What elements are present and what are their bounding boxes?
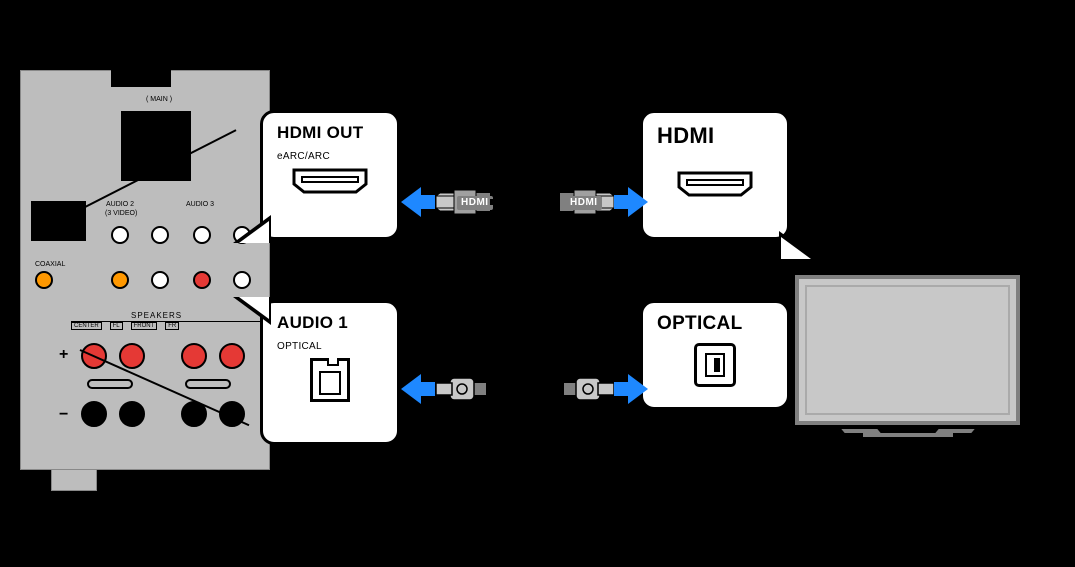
rca-orange-1 [111, 271, 129, 289]
audio2-label: AUDIO 2 [106, 201, 134, 208]
hdmi-port-icon [292, 168, 368, 194]
hdmi-port-icon [677, 171, 753, 197]
callout-hdmi-out: HDMI OUT eARC/ARC [260, 110, 400, 240]
rca-white-1 [111, 226, 129, 244]
optical-plug-left [436, 378, 486, 400]
receiver-foot [51, 469, 97, 491]
hdmi-cable [490, 199, 562, 205]
callout-tv-optical: OPTICAL [640, 300, 790, 410]
optical-plug-right [564, 378, 614, 400]
callout-audio1-title: AUDIO 1 [277, 313, 383, 333]
speakers-label: SPEAKERS [131, 311, 182, 320]
optical-cable [486, 386, 566, 392]
callout-hdmi-out-title: HDMI OUT [277, 123, 383, 143]
binding-post-red-4 [219, 343, 245, 369]
callout-audio1: AUDIO 1 OPTICAL [260, 300, 400, 445]
callout-hdmi-out-pointer [233, 215, 271, 243]
speaker-bar-2 [185, 379, 231, 389]
callout-tv-hdmi: HDMI [640, 110, 790, 240]
callout-tv-optical-title: OPTICAL [657, 313, 773, 335]
rca-coaxial [35, 271, 53, 289]
main-label: ( MAIN ) [146, 96, 172, 103]
audio3-label: AUDIO 3 [186, 201, 214, 208]
rca-white-5 [151, 271, 169, 289]
binding-post-red-3 [181, 343, 207, 369]
arrow-left-optical [401, 372, 435, 406]
ch-center: CENTER [71, 322, 102, 330]
connection-diagram: ( MAIN ) AUDIO 2 (3 VIDEO) AUDIO 3 COAXI… [0, 0, 1075, 567]
hdmi-plug-left-label: HDMI [457, 196, 493, 210]
callout-tv-hdmi-pointer [779, 231, 817, 259]
arrow-left-hdmi [401, 185, 435, 219]
receiver-top-slot [111, 57, 171, 87]
optical-port-icon [310, 358, 350, 402]
callout-audio1-pointer [233, 297, 271, 325]
arrow-right-optical [614, 372, 648, 406]
rca-white-3 [193, 226, 211, 244]
binding-post-black-2 [119, 401, 145, 427]
rca-white-6 [233, 271, 251, 289]
callout-audio1-sub: OPTICAL [277, 341, 383, 352]
arrow-right-hdmi [614, 185, 648, 219]
tv-screen [805, 285, 1010, 415]
ch-fr: FR [165, 322, 179, 330]
plus-sign: + [59, 346, 68, 364]
minus-sign: − [59, 406, 68, 424]
hdmi-plug-right-label: HDMI [566, 196, 602, 210]
rca-white-2 [151, 226, 169, 244]
optical-tv-port-icon [694, 343, 736, 387]
ch-fl: FL [110, 322, 123, 330]
audio2-sub-label: (3 VIDEO) [105, 210, 137, 217]
rca-red-1 [193, 271, 211, 289]
speaker-bar-1 [87, 379, 133, 389]
callout-tv-hdmi-title: HDMI [657, 123, 773, 149]
coaxial-label: COAXIAL [35, 261, 65, 268]
binding-post-red-2 [119, 343, 145, 369]
callout-hdmi-out-sub: eARC/ARC [277, 151, 383, 162]
tv-monitor [795, 275, 1020, 425]
binding-post-black-1 [81, 401, 107, 427]
ch-front: FRONT [131, 322, 158, 330]
tv-stand [863, 427, 953, 437]
